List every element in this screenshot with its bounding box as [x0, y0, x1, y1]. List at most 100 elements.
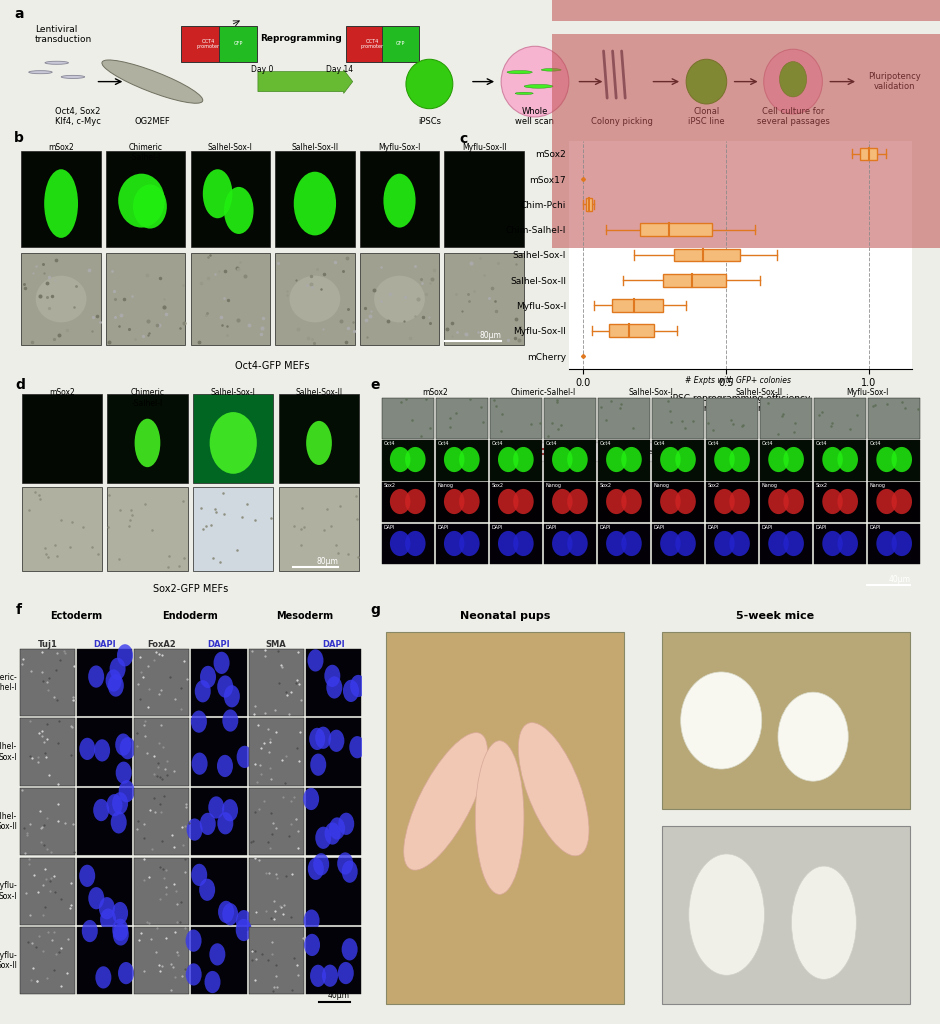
Bar [191, 253, 270, 345]
Bar [760, 524, 812, 564]
Bar [77, 719, 133, 785]
Ellipse shape [838, 530, 858, 556]
Bar [760, 482, 812, 522]
Text: Chimeric-
Salhel-I: Chimeric- Salhel-I [0, 673, 17, 692]
Bar [20, 649, 75, 716]
Text: Oct4: Oct4 [761, 440, 774, 445]
Ellipse shape [822, 446, 843, 472]
Bar [22, 151, 101, 247]
Bar [192, 858, 246, 925]
Text: Sox2: Sox2 [492, 482, 504, 487]
Text: Ectoderm: Ectoderm [50, 611, 102, 622]
Ellipse shape [459, 446, 479, 472]
Bar [193, 486, 274, 570]
Text: Day 0: Day 0 [251, 66, 274, 74]
Ellipse shape [342, 860, 358, 883]
Ellipse shape [210, 412, 257, 474]
Bar [436, 524, 488, 564]
Bar [20, 858, 75, 925]
Bar [598, 398, 650, 438]
Bar [706, 398, 758, 438]
Ellipse shape [118, 174, 164, 227]
Circle shape [45, 61, 69, 65]
Ellipse shape [337, 962, 353, 984]
Ellipse shape [513, 446, 534, 472]
Ellipse shape [779, 61, 807, 97]
Ellipse shape [304, 934, 320, 956]
Bar [77, 649, 133, 716]
Text: Sox2: Sox2 [708, 482, 720, 487]
Text: Oct4-GFP MEFs: Oct4-GFP MEFs [235, 361, 310, 372]
Ellipse shape [567, 530, 588, 556]
Ellipse shape [113, 924, 129, 945]
Text: Nanog: Nanog [545, 482, 561, 487]
Bar [436, 440, 488, 480]
Ellipse shape [714, 530, 735, 556]
Text: Chimeric-Salhel-I: Chimeric-Salhel-I [510, 388, 575, 397]
Ellipse shape [681, 672, 761, 769]
Ellipse shape [675, 488, 696, 514]
Bar [134, 927, 189, 994]
Text: Clonal
iPSC line: Clonal iPSC line [688, 106, 725, 126]
Text: Sox2: Sox2 [816, 482, 828, 487]
Ellipse shape [405, 488, 426, 514]
Text: Day 14: Day 14 [325, 66, 352, 74]
Ellipse shape [95, 967, 111, 988]
Text: Salhel-Sox-II: Salhel-Sox-II [291, 142, 338, 152]
Text: g: g [370, 603, 380, 617]
Bar [306, 788, 361, 855]
Bar [20, 927, 75, 994]
Ellipse shape [501, 46, 569, 117]
Text: Lentiviral
transduction: Lentiviral transduction [35, 25, 92, 44]
Ellipse shape [338, 813, 354, 835]
Ellipse shape [405, 446, 426, 472]
Ellipse shape [200, 813, 216, 835]
Text: e: e [370, 378, 380, 391]
Bar [134, 858, 189, 925]
Bar [760, 440, 812, 480]
Text: Oct4: Oct4 [816, 440, 827, 445]
Bar [490, 482, 541, 522]
Text: Myflu-Sox-II: Myflu-Sox-II [462, 142, 507, 152]
Text: Salhel-Sox-I: Salhel-Sox-I [208, 142, 253, 152]
Ellipse shape [406, 59, 453, 109]
Text: Reprogramming: Reprogramming [260, 34, 341, 43]
Text: # Expts with GFP+ colonies: # Expts with GFP+ colonies [685, 376, 791, 385]
Ellipse shape [686, 59, 727, 104]
Text: mSox2: mSox2 [422, 388, 447, 397]
Ellipse shape [118, 962, 134, 984]
Ellipse shape [210, 943, 226, 966]
Ellipse shape [498, 488, 519, 514]
Bar [360, 253, 439, 345]
Ellipse shape [621, 488, 642, 514]
Text: Salhel-Sox-II: Salhel-Sox-II [735, 388, 783, 397]
Ellipse shape [195, 680, 211, 702]
Ellipse shape [343, 680, 359, 702]
FancyBboxPatch shape [181, 27, 235, 61]
Text: Oct4: Oct4 [708, 440, 719, 445]
Ellipse shape [783, 446, 804, 472]
Ellipse shape [552, 530, 572, 556]
Text: Cell culture for
several passages: Cell culture for several passages [757, 106, 829, 126]
Bar [22, 486, 102, 570]
Ellipse shape [309, 728, 325, 750]
Ellipse shape [513, 530, 534, 556]
Ellipse shape [337, 852, 353, 874]
Bar [134, 788, 189, 855]
Ellipse shape [350, 736, 366, 759]
Ellipse shape [444, 446, 464, 472]
Bar [675, 249, 741, 261]
Circle shape [29, 71, 53, 74]
Ellipse shape [675, 446, 696, 472]
Ellipse shape [714, 488, 735, 514]
Ellipse shape [119, 737, 135, 760]
Ellipse shape [729, 530, 750, 556]
Bar [248, 858, 304, 925]
Ellipse shape [79, 864, 95, 887]
Ellipse shape [191, 711, 207, 733]
Text: GFP: GFP [396, 41, 405, 46]
Text: DAPI: DAPI [437, 524, 448, 529]
Text: DAPI: DAPI [384, 524, 395, 529]
Ellipse shape [689, 854, 764, 975]
Ellipse shape [117, 644, 133, 667]
